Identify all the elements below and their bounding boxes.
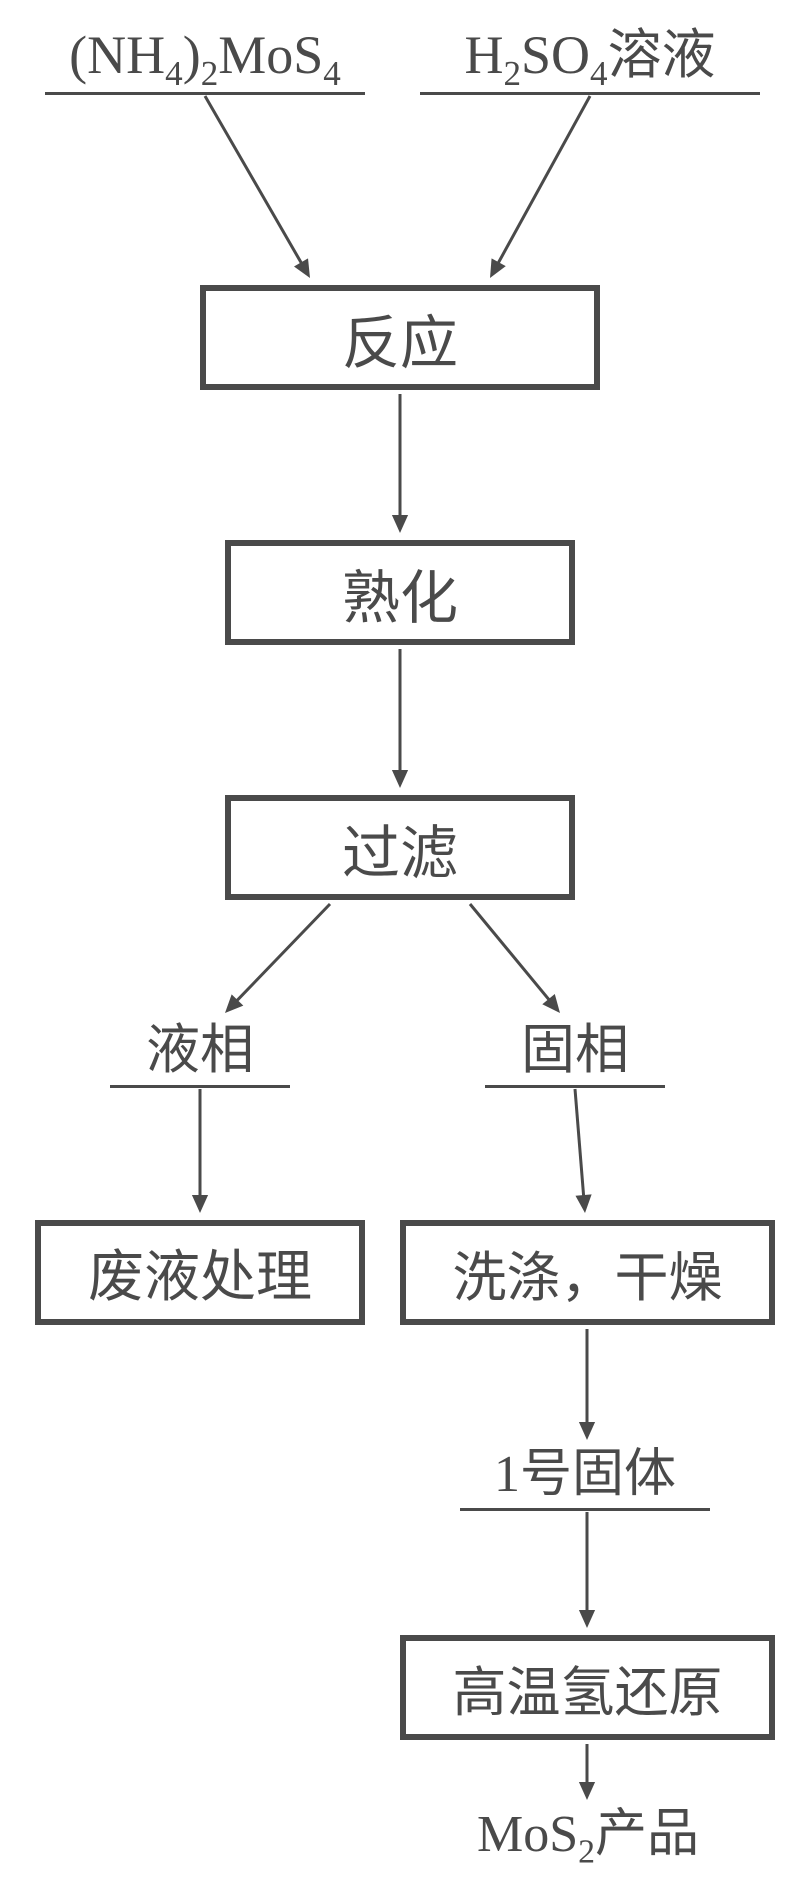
flowchart-canvas: (NH4)2MoS4H2SO4溶液反应熟化过滤液相固相废液处理洗涤，干燥1号固体… [0, 0, 800, 1854]
arrow-10 [0, 0, 800, 1854]
